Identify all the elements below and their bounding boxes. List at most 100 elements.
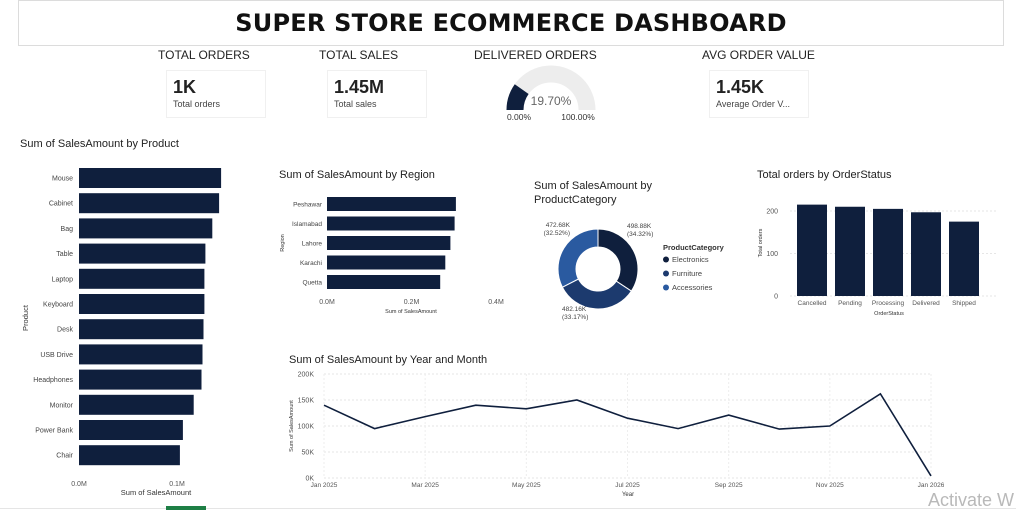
line-x-tick: Mar 2025 bbox=[411, 482, 439, 489]
kpi-card-avg-order-value[interactable]: 1.45K Average Order V... bbox=[709, 70, 809, 118]
product-x-tick: 0.1M bbox=[169, 481, 185, 488]
status-x-tick: Shipped bbox=[952, 300, 976, 307]
region-tick-label: Karachi bbox=[300, 260, 322, 267]
donut-percent-label: (34.32%) bbox=[627, 231, 653, 238]
line-x-tick: May 2025 bbox=[512, 482, 541, 489]
status-y-tick: 0 bbox=[774, 294, 778, 301]
gauge-value: 19.70% bbox=[531, 94, 572, 108]
region-bar[interactable] bbox=[327, 236, 451, 250]
gauge-fill bbox=[506, 84, 529, 111]
status-bar[interactable] bbox=[797, 204, 827, 296]
product-bar[interactable] bbox=[79, 168, 222, 188]
product-bar-chart[interactable]: Mouse Cabinet Bag Table Laptop Keyboard Desk US… bbox=[14, 160, 264, 505]
region-x-axis-label: Sum of SalesAmount bbox=[385, 309, 437, 315]
gauge-min: 0.00% bbox=[507, 112, 532, 122]
region-y-axis-label: Region bbox=[280, 234, 286, 251]
product-tick-label: Power Bank bbox=[35, 428, 73, 435]
kpi-card-total-orders[interactable]: 1K Total orders bbox=[166, 70, 266, 118]
status-x-tick: Cancelled bbox=[798, 300, 827, 307]
product-bar[interactable] bbox=[79, 445, 180, 466]
kpi-value: 1.45M bbox=[334, 77, 385, 97]
region-bar[interactable] bbox=[327, 255, 446, 270]
region-bar[interactable] bbox=[327, 216, 455, 231]
line-x-tick: Jan 2026 bbox=[918, 482, 944, 489]
region-x-tick: 0.4M bbox=[488, 299, 504, 306]
region-tick-label: Lahore bbox=[302, 241, 323, 248]
status-x-tick: Pending bbox=[838, 300, 862, 307]
line-y-tick: 0K bbox=[305, 476, 314, 483]
product-bar[interactable] bbox=[79, 243, 206, 264]
line-y-tick: 200K bbox=[298, 372, 315, 379]
product-tick-label: Laptop bbox=[52, 276, 74, 283]
line-y-tick: 150K bbox=[298, 398, 315, 405]
status-bar[interactable] bbox=[873, 208, 903, 296]
donut-legend-label: Accessories bbox=[672, 283, 713, 292]
status-y-tick: 200 bbox=[766, 209, 778, 216]
donut-legend-marker[interactable] bbox=[663, 284, 669, 291]
status-x-tick: Processing bbox=[872, 300, 905, 307]
donut-value-label: 498.88K bbox=[627, 223, 652, 230]
donut-value-label: 472.68K bbox=[546, 222, 571, 229]
kpi-heading-avg-order-value: AVG ORDER VALUE bbox=[702, 48, 815, 62]
region-bar[interactable] bbox=[327, 197, 456, 211]
line-x-tick: Sep 2025 bbox=[715, 482, 743, 489]
status-bar[interactable] bbox=[911, 212, 941, 296]
dashboard-title-box: SUPER STORE ECOMMERCE DASHBOARD bbox=[18, 0, 1004, 46]
donut-legend-marker[interactable] bbox=[663, 270, 669, 277]
product-bar[interactable] bbox=[79, 394, 194, 415]
product-bar[interactable] bbox=[79, 344, 203, 365]
kpi-label: Total orders bbox=[173, 99, 221, 109]
kpi-value: 1.45K bbox=[716, 77, 765, 97]
product-bar[interactable] bbox=[79, 294, 205, 314]
yearmonth-line-chart[interactable]: 0K 50K 100K 150K 200K Jan 2025 Mar 2025 May 202… bbox=[284, 366, 944, 502]
donut-slice[interactable] bbox=[557, 228, 599, 288]
product-x-axis-label: Sum of SalesAmount bbox=[121, 488, 192, 497]
chart-title-yearmonth: Sum of SalesAmount by Year and Month bbox=[289, 354, 488, 366]
line-x-tick: Nov 2025 bbox=[816, 482, 844, 489]
line-x-axis-label: Year bbox=[622, 492, 634, 498]
product-bar[interactable] bbox=[79, 420, 183, 440]
kpi-label: Total sales bbox=[334, 99, 377, 109]
product-tick-label: Desk bbox=[57, 327, 73, 334]
product-tick-label: Mouse bbox=[52, 176, 73, 183]
donut-legend-marker[interactable] bbox=[663, 256, 669, 263]
status-x-axis-label: OrderStatus bbox=[874, 311, 904, 317]
delivered-gauge[interactable]: 19.70% 0.00% 100.00% bbox=[496, 62, 606, 124]
region-bar-chart[interactable]: Peshawar Islamabad Lahore Karachi Quetta 0.0M… bbox=[274, 188, 514, 318]
status-y-axis-label: Total orders bbox=[758, 228, 764, 257]
product-tick-label: Chair bbox=[56, 453, 73, 460]
kpi-value: 1K bbox=[173, 77, 197, 97]
product-bar[interactable] bbox=[79, 268, 205, 289]
product-tick-label: Cabinet bbox=[49, 201, 73, 208]
product-bar[interactable] bbox=[79, 369, 202, 390]
status-bar[interactable] bbox=[835, 206, 865, 296]
chart-title-orderstatus: Total orders by OrderStatus bbox=[757, 169, 892, 181]
page-bottom-divider bbox=[0, 508, 1016, 509]
donut-legend-title: ProductCategory bbox=[663, 243, 725, 252]
product-bar[interactable] bbox=[79, 218, 213, 239]
chart-title-region: Sum of SalesAmount by Region bbox=[279, 169, 435, 181]
kpi-card-total-sales[interactable]: 1.45M Total sales bbox=[327, 70, 427, 118]
product-tick-label: Keyboard bbox=[43, 302, 73, 309]
category-donut-chart[interactable]: 498.88K(34.32%) 482.16K(33.17%) 472.68K(32… bbox=[528, 212, 728, 327]
donut-percent-label: (32.52%) bbox=[544, 230, 570, 237]
donut-legend-label: Electronics bbox=[672, 255, 709, 264]
donut-value-label: 482.16K bbox=[562, 306, 587, 313]
product-bar[interactable] bbox=[79, 319, 204, 340]
kpi-label: Average Order V... bbox=[716, 99, 791, 109]
product-tick-label: Table bbox=[56, 251, 73, 258]
orderstatus-column-chart[interactable]: 0 100 200 Cancelled Pending Processing Deliver… bbox=[752, 188, 1002, 320]
region-bar[interactable] bbox=[327, 275, 441, 289]
product-tick-label: Headphones bbox=[33, 377, 73, 384]
status-x-tick: Delivered bbox=[912, 300, 940, 307]
line-y-axis-label: Sum of SalesAmount bbox=[289, 400, 295, 452]
kpi-heading-delivered: DELIVERED ORDERS bbox=[474, 48, 597, 62]
active-page-tab[interactable] bbox=[166, 506, 206, 510]
line-y-tick: 50K bbox=[302, 450, 315, 457]
activation-watermark: Activate W bbox=[927, 490, 1014, 510]
line-series[interactable] bbox=[323, 392, 932, 477]
product-bar[interactable] bbox=[79, 193, 220, 214]
status-bar[interactable] bbox=[949, 221, 979, 296]
product-x-tick: 0.0M bbox=[71, 481, 87, 488]
region-x-tick: 0.0M bbox=[319, 299, 335, 306]
